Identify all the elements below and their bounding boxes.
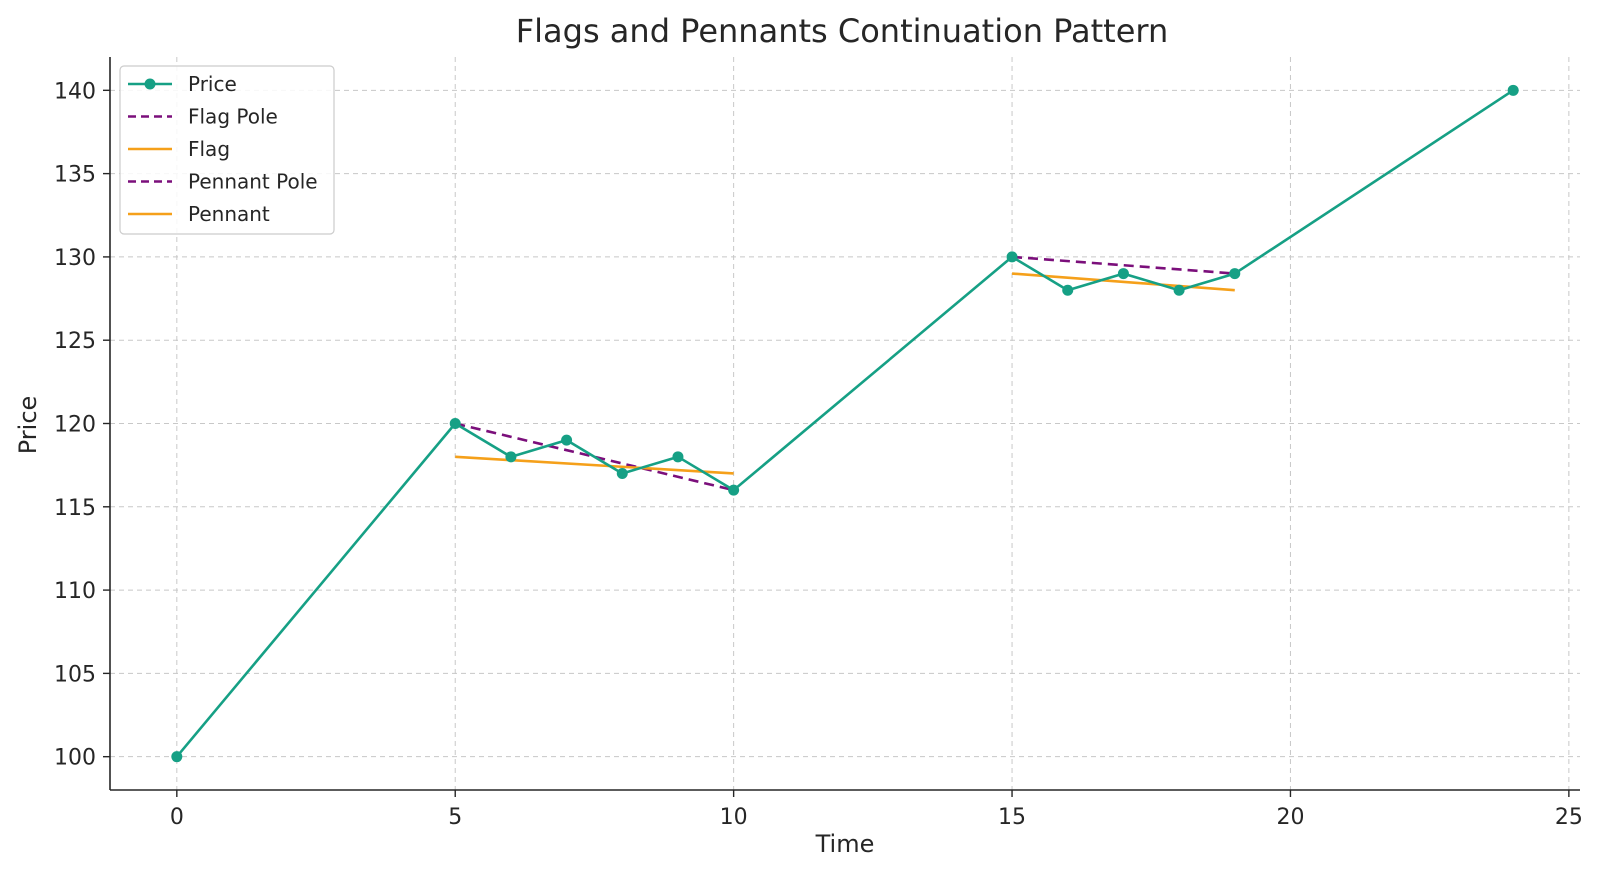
series-line-pennant-pole [1011,255,1235,275]
legend-label-price: Price [188,72,237,96]
tick-labels: 0 5 10 15 20 25 100 105 110 115 120 125 130 135 140 [54,79,1583,830]
legend-marker-price [144,78,156,90]
x-tick-label: 15 [998,805,1026,830]
legend-label-pennant: Pennant [188,202,270,226]
legend-label-flag: Flag [188,137,230,161]
x-tick-label: 10 [720,805,748,830]
data-point-price [1173,284,1185,296]
data-point-price [1006,251,1018,263]
x-tick-label: 5 [448,805,462,830]
series-line-price [175,89,1514,758]
legend: Price Flag Pole Flag Pennant Pole Pennant [119,65,335,235]
series-layer [171,84,1519,763]
data-point-price [1117,268,1129,280]
data-point-price [728,484,740,496]
legend-box [119,65,335,235]
y-tick-label: 125 [54,329,96,354]
data-point-price [672,451,684,463]
data-point-price [449,418,461,429]
x-tick-label: 25 [1555,805,1583,830]
data-point-price [616,467,628,479]
x-axis-label: Time [815,830,875,858]
y-tick-label: 110 [54,579,96,604]
y-tick-label: 140 [54,79,96,104]
y-axis-label: Price [14,396,42,455]
y-tick-label: 135 [54,163,96,188]
legend-label-flag-pole: Flag Pole [188,105,278,129]
y-tick-label: 130 [54,246,96,271]
series-line-pennant [1011,272,1235,292]
x-tick-label: 20 [1276,805,1304,830]
data-point-price [505,451,517,463]
y-tick-label: 115 [54,496,96,521]
legend-label-pennant-pole: Pennant Pole [188,170,318,194]
data-point-price [561,434,573,446]
series-line-flag [455,455,734,475]
y-tick-label: 105 [54,662,96,687]
y-tick-label: 100 [54,746,96,771]
data-point-price [1229,268,1241,280]
chart-title: Flags and Pennants Continuation Pattern [516,12,1169,50]
data-point-price [171,751,183,763]
grid [110,57,1580,790]
y-tick-label: 120 [54,413,96,438]
x-tick-label: 0 [170,805,184,830]
data-point-price [1062,284,1074,296]
data-point-price [1507,84,1519,96]
